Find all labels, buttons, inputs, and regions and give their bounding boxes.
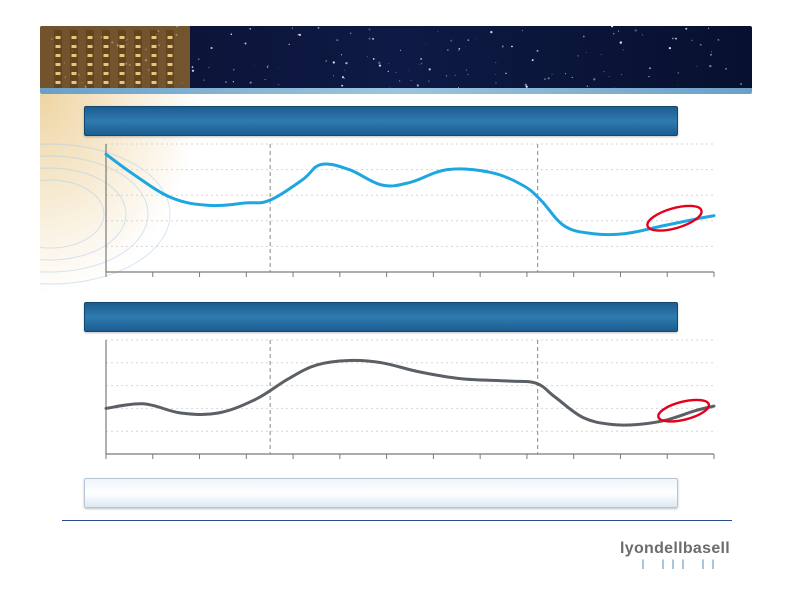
header-banner [40,26,752,94]
divider [62,520,732,521]
chart2 [98,336,722,468]
chart2-titlebar [84,302,678,332]
page: lyondellbasell | ||| || [0,0,792,612]
chart1 [98,140,722,286]
brand-tickmarks: | ||| || [640,560,720,571]
footer-bar [84,478,678,508]
chart1-titlebar [84,106,678,136]
brand-logo-text: lyondellbasell [620,540,730,558]
